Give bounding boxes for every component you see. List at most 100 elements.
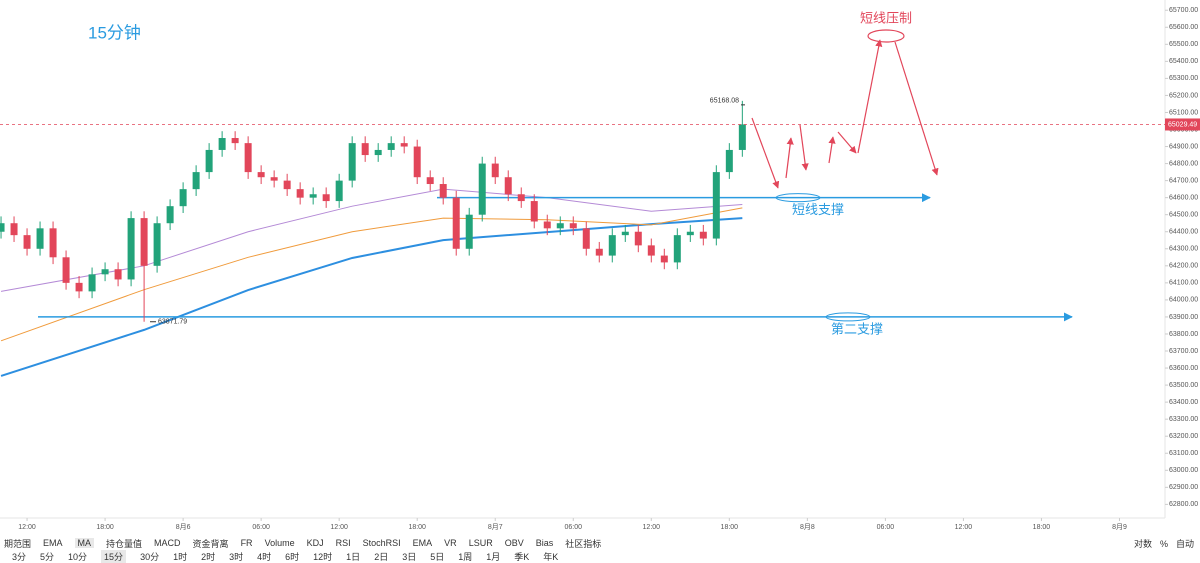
interval-button[interactable]: 1日	[346, 552, 361, 562]
candle-body	[400, 143, 408, 147]
indicator-button[interactable]: EMA	[412, 538, 433, 548]
candle-body	[738, 124, 746, 150]
last-price-box	[1165, 118, 1200, 131]
interval-button[interactable]: 1时	[173, 552, 188, 562]
interval-button[interactable]: 季K	[514, 552, 530, 562]
x-tick-label: 18:00	[408, 524, 426, 531]
interval-button[interactable]: 2日	[374, 552, 389, 562]
indicator-button[interactable]: MA	[74, 538, 95, 548]
candle-body	[88, 274, 96, 292]
candle-body	[426, 177, 434, 185]
y-tick-label: 64100.00	[1169, 280, 1198, 287]
candle-body	[114, 269, 122, 280]
indicator-button[interactable]: OBV	[504, 538, 524, 548]
scale-button[interactable]: 对数	[1133, 539, 1152, 549]
interval-button[interactable]: 4时	[257, 552, 272, 562]
interval-button[interactable]: 5日	[430, 552, 445, 562]
candle-body	[101, 269, 109, 275]
interval-button[interactable]: 3时	[229, 552, 244, 562]
interval-button[interactable]: 30分	[140, 552, 160, 562]
x-tick-label: 12:00	[955, 524, 973, 531]
y-tick-label: 63900.00	[1169, 314, 1198, 321]
candle-body	[179, 189, 187, 207]
indicator-button[interactable]: VR	[444, 538, 457, 548]
range-label[interactable]: 期范围	[4, 538, 32, 549]
interval-button[interactable]: 年K	[543, 552, 559, 562]
candle-body	[582, 228, 590, 249]
x-tick-label: 8月8	[800, 523, 815, 531]
candle-body	[244, 143, 252, 173]
scale-options: 对数% 自动	[1126, 537, 1194, 550]
interval-button[interactable]: 3日	[402, 552, 417, 562]
candle-body	[218, 138, 226, 150]
support-text: 第二支撑	[831, 321, 883, 336]
y-tick-label: 65400.00	[1169, 58, 1198, 65]
interval-button[interactable]: 3分	[12, 552, 27, 562]
indicator-button[interactable]: 资金背离	[192, 538, 229, 549]
candle-body	[257, 172, 265, 178]
interval-button[interactable]: 2时	[201, 552, 216, 562]
candle-body	[725, 149, 733, 173]
y-tick-label: 64400.00	[1169, 229, 1198, 236]
candle-body	[283, 180, 291, 190]
y-tick-label: 65700.00	[1169, 7, 1198, 14]
y-tick-label: 65500.00	[1169, 41, 1198, 48]
candle-body	[205, 149, 213, 173]
candle-body	[530, 201, 538, 222]
forecast-arrows	[751, 29, 939, 189]
candle-body	[322, 194, 330, 202]
y-tick-label: 65600.00	[1169, 24, 1198, 31]
candle-body	[634, 231, 642, 246]
interval-button[interactable]: 15分	[101, 550, 127, 563]
indicator-button[interactable]: FR	[240, 538, 253, 548]
interval-button[interactable]: 12时	[313, 552, 333, 562]
scale-button[interactable]: 自动	[1175, 539, 1194, 549]
indicator-button[interactable]: StochRSI	[362, 538, 401, 548]
indicator-button[interactable]: KDJ	[306, 538, 324, 548]
y-tick-label: 64500.00	[1169, 212, 1198, 219]
low-label: 63871.79	[158, 319, 187, 326]
candle-body	[608, 235, 616, 256]
indicator-button[interactable]: Volume	[264, 538, 295, 548]
indicator-button[interactable]: 持仓量值	[106, 538, 143, 549]
y-tick-label: 63700.00	[1169, 348, 1198, 355]
candle-body	[0, 223, 5, 232]
candle-body	[231, 138, 239, 144]
x-tick-label: 18:00	[96, 524, 114, 531]
candle-body	[686, 231, 694, 236]
chart: 15分钟 短线压制 62800.00 62900.00 63000.00 63100.…	[0, 0, 1200, 531]
interval-button[interactable]: 5分	[40, 552, 55, 562]
candle-body	[140, 218, 148, 266]
candle-body	[699, 231, 707, 239]
y-tick-label: 63500.00	[1169, 382, 1198, 389]
indicator-button[interactable]: RSI	[335, 538, 351, 548]
candle-body	[270, 177, 278, 181]
y-tick-label: 64300.00	[1169, 246, 1198, 253]
indicator-button[interactable]: MACD	[154, 538, 181, 548]
y-tick-label: 63800.00	[1169, 331, 1198, 338]
indicator-button[interactable]: Bias	[535, 538, 554, 548]
candle-body	[439, 184, 447, 198]
indicator-button[interactable]: LSUR	[468, 538, 493, 548]
high-label: 65168.08	[710, 98, 739, 105]
x-tick-label: 06:00	[877, 524, 895, 531]
candle-body	[36, 228, 44, 249]
candle-body	[543, 221, 551, 229]
candle-body	[127, 218, 135, 280]
indicator-button[interactable]: 社区指标	[565, 538, 602, 549]
x-tick-label: 18:00	[721, 524, 739, 531]
x-tick-label: 8月6	[176, 523, 191, 531]
indicator-button[interactable]: EMA	[43, 538, 63, 548]
interval-button[interactable]: 1月	[486, 552, 501, 562]
support-circle	[775, 193, 821, 203]
candle-body	[452, 197, 460, 249]
interval-button[interactable]: 10分	[68, 552, 88, 562]
y-tick-label: 62800.00	[1169, 501, 1198, 508]
interval-button[interactable]: 1周	[458, 552, 473, 562]
interval-button[interactable]: 6时	[285, 552, 300, 562]
candle-body	[49, 228, 57, 258]
scale-button[interactable]: %	[1159, 539, 1168, 549]
x-tick-label: 12:00	[18, 524, 36, 531]
candle-body	[569, 223, 577, 229]
candle-body	[673, 235, 681, 263]
